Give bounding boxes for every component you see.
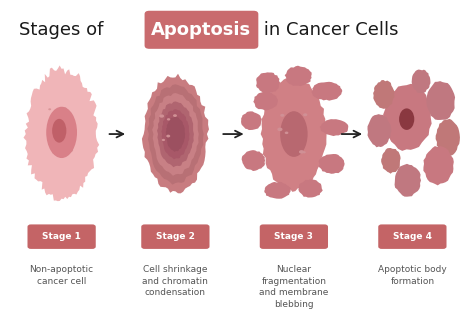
Text: Stage 1: Stage 1 <box>42 232 81 241</box>
Polygon shape <box>394 164 421 197</box>
Circle shape <box>67 148 73 152</box>
Circle shape <box>277 127 283 131</box>
Text: Stage 3: Stage 3 <box>274 232 313 241</box>
FancyBboxPatch shape <box>260 224 328 249</box>
Circle shape <box>285 131 288 134</box>
Circle shape <box>302 151 306 153</box>
Polygon shape <box>299 179 323 198</box>
FancyBboxPatch shape <box>27 224 96 249</box>
Circle shape <box>299 150 304 154</box>
Polygon shape <box>411 70 430 93</box>
FancyBboxPatch shape <box>141 224 210 249</box>
Text: Stages of: Stages of <box>19 21 109 39</box>
Ellipse shape <box>52 119 66 143</box>
Polygon shape <box>320 119 348 136</box>
FancyBboxPatch shape <box>378 224 447 249</box>
Polygon shape <box>253 92 278 111</box>
Polygon shape <box>436 119 460 156</box>
Polygon shape <box>426 81 455 120</box>
Polygon shape <box>383 84 432 151</box>
Text: Non-apoptotic
cancer cell: Non-apoptotic cancer cell <box>29 265 94 286</box>
Circle shape <box>71 132 74 135</box>
Polygon shape <box>381 148 401 174</box>
Polygon shape <box>319 154 345 174</box>
Circle shape <box>162 139 165 141</box>
Text: in Cancer Cells: in Cancer Cells <box>258 21 399 39</box>
Polygon shape <box>423 146 454 185</box>
Text: Cell shrinkage
and chromatin
condensation: Cell shrinkage and chromatin condensatio… <box>143 265 208 297</box>
Text: Stage 2: Stage 2 <box>156 232 195 241</box>
Circle shape <box>173 114 177 117</box>
Polygon shape <box>261 78 327 192</box>
Polygon shape <box>142 74 209 193</box>
Ellipse shape <box>280 111 308 157</box>
Circle shape <box>303 113 307 116</box>
Polygon shape <box>242 150 265 171</box>
Circle shape <box>166 135 170 137</box>
Polygon shape <box>147 84 204 185</box>
Polygon shape <box>285 66 312 86</box>
Text: Apoptotic body
formation: Apoptotic body formation <box>378 265 447 286</box>
Circle shape <box>62 107 67 111</box>
Polygon shape <box>256 72 280 93</box>
Circle shape <box>56 125 61 129</box>
Polygon shape <box>373 80 394 109</box>
Circle shape <box>159 115 164 118</box>
Polygon shape <box>367 114 392 147</box>
FancyBboxPatch shape <box>145 11 258 49</box>
Circle shape <box>280 114 284 117</box>
Polygon shape <box>166 117 185 152</box>
Text: Nuclear
fragmentation
and membrane
blebbing: Nuclear fragmentation and membrane blebb… <box>259 265 328 309</box>
Polygon shape <box>161 109 190 159</box>
Polygon shape <box>24 66 99 201</box>
Polygon shape <box>311 82 342 101</box>
Polygon shape <box>152 93 199 176</box>
Polygon shape <box>264 182 291 199</box>
Circle shape <box>59 131 63 134</box>
Circle shape <box>47 134 51 137</box>
Ellipse shape <box>399 109 414 130</box>
Polygon shape <box>241 111 262 130</box>
Polygon shape <box>157 101 194 167</box>
Circle shape <box>67 141 72 145</box>
Circle shape <box>52 150 57 154</box>
Text: Apoptosis: Apoptosis <box>151 21 252 39</box>
Circle shape <box>167 118 170 120</box>
Circle shape <box>48 108 51 110</box>
Ellipse shape <box>46 107 77 158</box>
Text: Stage 4: Stage 4 <box>393 232 432 241</box>
